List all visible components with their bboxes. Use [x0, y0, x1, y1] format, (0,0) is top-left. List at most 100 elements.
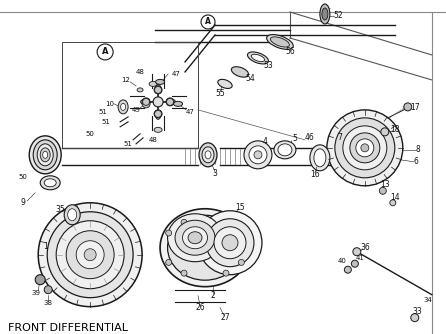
Circle shape [198, 211, 262, 275]
Circle shape [66, 231, 114, 279]
Circle shape [166, 230, 172, 236]
Circle shape [84, 249, 96, 261]
Ellipse shape [175, 220, 215, 255]
Circle shape [390, 200, 396, 206]
Text: 2: 2 [211, 291, 215, 300]
Ellipse shape [182, 227, 207, 249]
Ellipse shape [314, 149, 326, 167]
Text: 54: 54 [245, 74, 255, 84]
Circle shape [222, 235, 238, 251]
Text: 52: 52 [333, 11, 343, 20]
Text: 53: 53 [263, 61, 273, 70]
Circle shape [44, 286, 52, 294]
Text: 47: 47 [186, 109, 194, 115]
Circle shape [97, 44, 113, 60]
Circle shape [166, 99, 173, 106]
Ellipse shape [231, 67, 248, 77]
Ellipse shape [140, 100, 148, 105]
Text: 10: 10 [106, 101, 115, 107]
Circle shape [76, 241, 104, 269]
Text: 51: 51 [124, 141, 132, 147]
Circle shape [142, 100, 150, 108]
Circle shape [353, 248, 361, 256]
Text: A: A [102, 47, 108, 56]
Circle shape [343, 126, 387, 170]
Ellipse shape [37, 144, 53, 166]
Circle shape [206, 219, 254, 267]
Text: 6: 6 [413, 157, 418, 166]
Text: 55: 55 [215, 90, 225, 99]
Ellipse shape [156, 112, 161, 119]
Ellipse shape [40, 148, 50, 162]
Ellipse shape [149, 81, 157, 87]
Text: 50: 50 [19, 174, 28, 180]
Text: 4: 4 [263, 137, 268, 146]
Ellipse shape [320, 4, 330, 24]
Text: 46: 46 [305, 133, 315, 142]
Ellipse shape [188, 232, 202, 244]
Circle shape [223, 270, 229, 276]
Ellipse shape [68, 209, 77, 221]
Ellipse shape [168, 215, 243, 280]
Ellipse shape [274, 141, 296, 159]
Ellipse shape [199, 143, 217, 167]
Ellipse shape [278, 144, 292, 156]
Circle shape [335, 118, 395, 178]
Text: 7: 7 [338, 133, 342, 142]
Circle shape [155, 110, 161, 117]
Circle shape [47, 212, 133, 298]
Ellipse shape [120, 104, 126, 110]
Circle shape [404, 103, 412, 111]
Ellipse shape [156, 85, 161, 92]
Text: 5: 5 [293, 134, 297, 143]
Text: 38: 38 [44, 300, 53, 306]
Text: 17: 17 [410, 104, 420, 112]
Circle shape [154, 86, 162, 94]
Ellipse shape [205, 151, 211, 159]
Ellipse shape [173, 102, 182, 106]
Text: 16: 16 [310, 170, 320, 179]
Circle shape [249, 146, 267, 164]
Circle shape [154, 110, 162, 118]
Ellipse shape [169, 100, 176, 105]
Text: 33: 33 [413, 307, 423, 316]
Ellipse shape [44, 179, 56, 187]
Text: 47: 47 [172, 71, 181, 77]
Text: 50: 50 [86, 131, 95, 137]
Ellipse shape [322, 8, 328, 20]
Ellipse shape [156, 79, 165, 85]
Ellipse shape [202, 147, 214, 163]
Circle shape [153, 97, 163, 107]
Text: 34: 34 [423, 297, 432, 303]
Ellipse shape [40, 176, 60, 190]
Text: 9: 9 [21, 198, 26, 207]
Text: 8: 8 [415, 145, 420, 154]
Circle shape [166, 260, 172, 266]
Ellipse shape [267, 34, 293, 49]
Ellipse shape [43, 151, 48, 158]
Circle shape [361, 144, 369, 152]
Circle shape [35, 275, 45, 285]
Circle shape [411, 314, 419, 322]
Text: 40: 40 [338, 258, 346, 264]
Text: 12: 12 [122, 77, 131, 83]
Circle shape [155, 87, 161, 94]
Circle shape [181, 219, 187, 225]
Text: 18: 18 [390, 125, 400, 134]
Circle shape [244, 141, 272, 169]
Text: 36: 36 [360, 243, 370, 252]
Text: 13: 13 [380, 180, 390, 189]
Text: 41: 41 [355, 255, 364, 261]
Circle shape [351, 260, 358, 267]
Ellipse shape [160, 209, 250, 287]
Circle shape [344, 266, 351, 273]
Circle shape [327, 110, 403, 186]
Ellipse shape [218, 79, 232, 89]
Text: 15: 15 [235, 203, 245, 212]
Circle shape [356, 139, 374, 157]
Text: 39: 39 [32, 290, 41, 296]
Ellipse shape [33, 140, 57, 170]
Text: 56: 56 [285, 47, 295, 56]
Text: 51: 51 [99, 109, 107, 115]
Circle shape [38, 203, 142, 307]
